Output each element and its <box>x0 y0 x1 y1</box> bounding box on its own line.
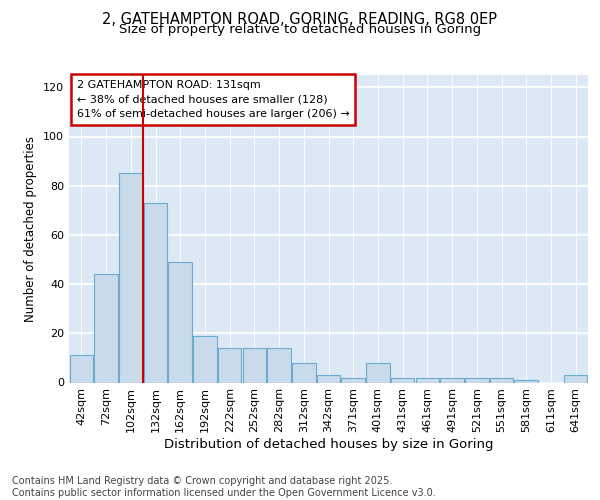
Text: 2, GATEHAMPTON ROAD, GORING, READING, RG8 0EP: 2, GATEHAMPTON ROAD, GORING, READING, RG… <box>103 12 497 28</box>
Y-axis label: Number of detached properties: Number of detached properties <box>25 136 37 322</box>
Bar <box>119 174 143 382</box>
Bar <box>218 348 241 382</box>
Bar <box>440 378 464 382</box>
Bar <box>391 378 415 382</box>
Bar <box>514 380 538 382</box>
Text: Size of property relative to detached houses in Goring: Size of property relative to detached ho… <box>119 22 481 36</box>
Bar <box>341 378 365 382</box>
Bar <box>169 262 192 382</box>
Bar <box>465 378 488 382</box>
Bar <box>416 378 439 382</box>
Bar <box>292 363 316 382</box>
Text: Contains HM Land Registry data © Crown copyright and database right 2025.
Contai: Contains HM Land Registry data © Crown c… <box>12 476 436 498</box>
X-axis label: Distribution of detached houses by size in Goring: Distribution of detached houses by size … <box>164 438 493 451</box>
Bar <box>94 274 118 382</box>
Bar <box>490 378 513 382</box>
Bar <box>144 203 167 382</box>
Bar <box>366 363 389 382</box>
Bar <box>317 375 340 382</box>
Bar <box>193 336 217 382</box>
Bar <box>242 348 266 382</box>
Bar <box>70 356 93 382</box>
Bar <box>564 375 587 382</box>
Bar <box>268 348 291 382</box>
Text: 2 GATEHAMPTON ROAD: 131sqm
← 38% of detached houses are smaller (128)
61% of sem: 2 GATEHAMPTON ROAD: 131sqm ← 38% of deta… <box>77 80 350 119</box>
